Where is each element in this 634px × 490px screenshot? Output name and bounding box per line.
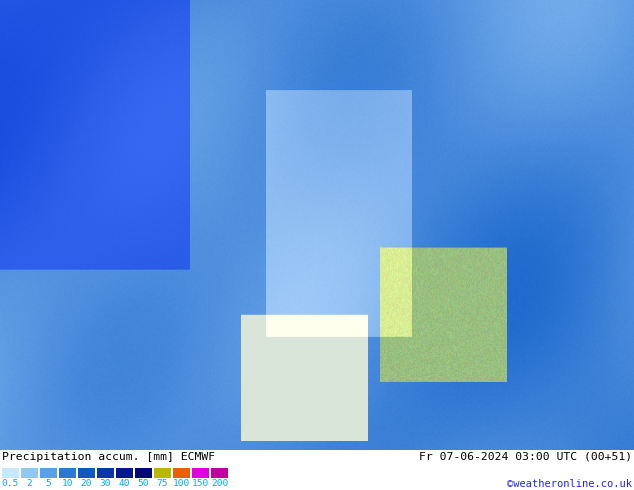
Text: 20: 20 [81,479,93,488]
Bar [97,468,114,478]
Text: 75: 75 [157,479,168,488]
Text: 30: 30 [100,479,111,488]
Text: 50: 50 [138,479,149,488]
Bar [59,468,76,478]
Text: 200: 200 [211,479,228,488]
Text: 100: 100 [173,479,190,488]
Bar [192,468,209,478]
Text: Precipitation accum. [mm] ECMWF: Precipitation accum. [mm] ECMWF [2,452,215,462]
Text: 10: 10 [61,479,74,488]
Bar [154,468,171,478]
Bar [21,468,38,478]
Text: 0.5: 0.5 [2,479,19,488]
Text: 5: 5 [46,479,51,488]
Bar [78,468,95,478]
Bar [173,468,190,478]
Text: Fr 07-06-2024 03:00 UTC (00+51): Fr 07-06-2024 03:00 UTC (00+51) [419,452,632,462]
Text: 2: 2 [27,479,32,488]
Bar [40,468,57,478]
Text: 40: 40 [119,479,130,488]
Text: ©weatheronline.co.uk: ©weatheronline.co.uk [507,479,632,489]
Bar [135,468,152,478]
Bar [116,468,133,478]
Bar [2,468,19,478]
Bar [211,468,228,478]
Text: 150: 150 [192,479,209,488]
